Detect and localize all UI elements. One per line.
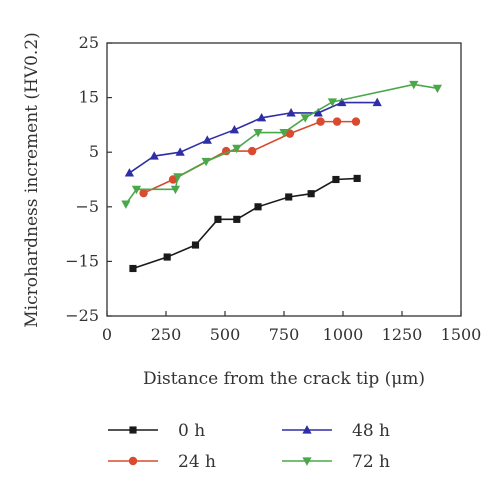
legend-marker	[302, 457, 312, 466]
legend-label: 24 h	[178, 452, 216, 472]
data-point	[163, 253, 171, 261]
data-point	[139, 188, 148, 198]
legend-item: 48 h	[282, 421, 390, 441]
x-tick-label: 250	[151, 325, 182, 344]
data-point	[285, 129, 295, 138]
plot-frame	[106, 42, 462, 317]
y-axis-ticks: −25 −15 −5 5 15 25	[65, 33, 112, 325]
data-point	[313, 108, 323, 117]
data-point	[332, 175, 340, 184]
series-1	[129, 174, 361, 273]
data-point	[327, 98, 337, 107]
legend-label: 0 h	[178, 421, 205, 441]
x-tick-label: 1500	[441, 325, 482, 344]
data-point	[285, 193, 293, 201]
data-point	[170, 185, 181, 195]
data-point	[332, 117, 342, 126]
data-point	[409, 80, 419, 90]
data-point	[131, 185, 142, 195]
legend-marker	[129, 426, 137, 434]
legend-label: 48 h	[352, 421, 390, 441]
data-point	[247, 146, 257, 156]
data-point	[372, 97, 382, 107]
data-point	[191, 241, 200, 249]
data-point	[173, 173, 183, 182]
x-axis-ticks: 0 250 500 750 1000 1250 1500	[102, 311, 481, 344]
legend-marker	[128, 456, 138, 466]
x-tick-label: 1250	[382, 325, 423, 344]
data-point	[432, 84, 443, 94]
data-point	[121, 200, 131, 209]
x-tick-label: 1000	[323, 325, 364, 344]
x-tick-label: 0	[102, 325, 112, 344]
y-tick-label: 25	[79, 33, 99, 52]
data-point	[201, 157, 211, 167]
data-point	[286, 108, 296, 117]
data-point	[316, 117, 325, 126]
legend-item: 0 h	[108, 421, 205, 441]
data-point	[233, 215, 241, 223]
data-point	[300, 114, 310, 123]
data-point	[256, 112, 267, 122]
y-tick-label: −5	[75, 197, 99, 216]
data-point	[202, 135, 212, 144]
data-point	[353, 174, 361, 182]
data-point	[254, 203, 262, 211]
x-axis-title: Distance from the crack tip (μm)	[143, 369, 425, 389]
series-layer	[121, 80, 443, 273]
y-tick-label: −15	[65, 251, 99, 270]
legend-marker	[302, 425, 312, 434]
data-point	[129, 264, 137, 273]
data-point	[232, 144, 242, 154]
plot-area: 0 250 500 750 1000 1250 1500 −25 −15 −5 5 15 25	[65, 33, 481, 344]
x-tick-label: 750	[269, 325, 300, 344]
y-axis-title: Microhardness increment (HV0.2)	[22, 32, 42, 328]
data-point	[214, 215, 222, 223]
data-point	[279, 128, 289, 138]
y-tick-label: 15	[79, 88, 99, 107]
series-4	[121, 80, 443, 209]
data-point	[149, 151, 159, 160]
series-line	[125, 83, 438, 205]
series-3	[124, 97, 382, 177]
data-point	[124, 168, 135, 177]
y-tick-label: 5	[89, 142, 99, 161]
data-point	[253, 128, 263, 138]
legend: 0 h 48 h 24 h 72 h	[108, 421, 390, 472]
series-2	[139, 117, 361, 198]
y-tick-label: −25	[65, 306, 99, 325]
data-point	[168, 175, 178, 184]
series-line	[132, 177, 358, 270]
legend-item: 72 h	[282, 452, 390, 472]
legend-item: 24 h	[108, 452, 216, 472]
data-point	[337, 97, 347, 107]
data-point	[307, 190, 315, 198]
data-point	[175, 147, 185, 156]
data-point	[229, 124, 240, 134]
legend-label: 72 h	[352, 452, 390, 472]
x-tick-label: 500	[210, 325, 241, 344]
series-line	[128, 101, 378, 174]
data-point	[351, 117, 361, 126]
